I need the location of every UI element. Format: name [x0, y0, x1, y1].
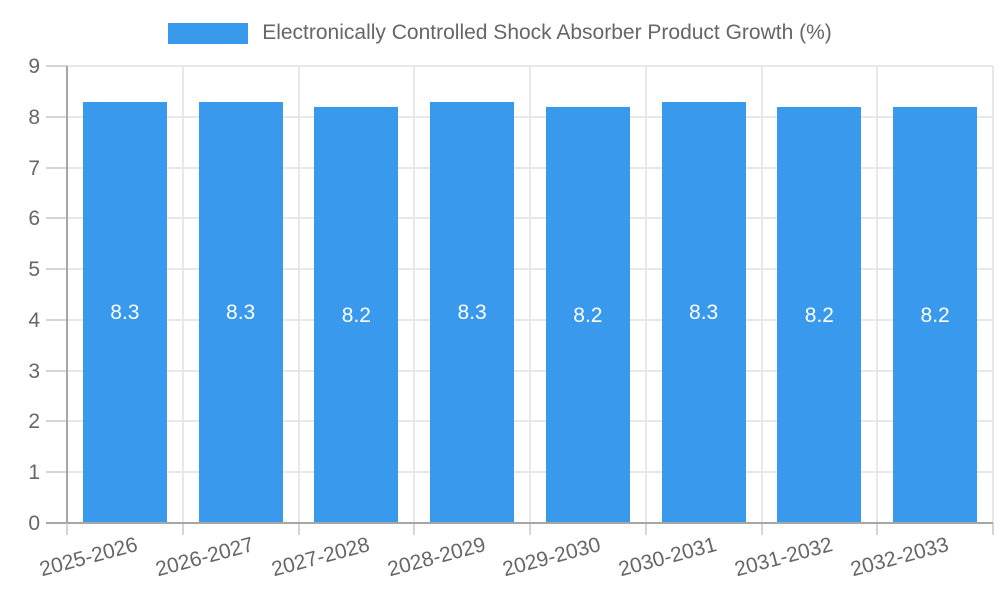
x-axis-label: 2025-2026 — [37, 533, 141, 582]
x-axis-tick — [529, 523, 531, 535]
bar-value-label: 8.3 — [457, 301, 487, 325]
bar[interactable]: 8.2 — [893, 106, 978, 523]
x-axis-label: 2027-2028 — [269, 533, 373, 582]
x-axis-label: 2031-2032 — [732, 533, 836, 582]
y-axis-tick — [46, 268, 67, 271]
y-axis-label: 4 — [28, 308, 40, 332]
bar[interactable]: 8.2 — [314, 106, 399, 523]
gridline-vertical — [413, 66, 416, 523]
x-axis-line — [67, 522, 993, 524]
x-axis-label: 2028-2029 — [384, 533, 488, 582]
y-axis-tick — [46, 420, 67, 423]
y-axis-tick — [46, 318, 67, 321]
bar-value-label: 8.3 — [226, 301, 256, 325]
x-axis-tick — [297, 523, 300, 535]
plot-area: 0 1 2 3 4 5 6 7 8 9 8.3 2025-2026 8.3 2026-2027 8.2 202… — [28, 56, 994, 581]
bar-value-label: 8.3 — [110, 301, 140, 325]
bar-value-label: 8.2 — [341, 303, 371, 327]
x-axis-tick — [876, 523, 879, 535]
y-axis-label: 6 — [28, 207, 40, 231]
y-axis-label: 8 — [28, 105, 40, 129]
x-axis-label: 2029-2030 — [500, 533, 604, 582]
x-axis-label: 2026-2027 — [153, 533, 257, 582]
bar[interactable]: 8.2 — [545, 106, 630, 523]
x-axis-tick — [413, 523, 416, 535]
bar[interactable]: 8.3 — [198, 101, 283, 523]
x-axis-tick — [760, 523, 763, 535]
bar-value-label: 8.2 — [573, 303, 603, 327]
gridline-vertical — [992, 66, 994, 523]
bar[interactable]: 8.3 — [82, 101, 167, 523]
bar[interactable]: 8.3 — [430, 101, 515, 523]
x-axis-tick — [66, 523, 68, 535]
gridline-vertical — [529, 66, 531, 523]
y-axis-label: 1 — [28, 461, 40, 485]
gridline-vertical — [760, 66, 763, 523]
y-axis-tick — [46, 217, 67, 220]
bar-value-label: 8.3 — [689, 301, 719, 325]
y-axis-label: 2 — [28, 410, 40, 434]
x-axis-label: 2032-2033 — [847, 533, 951, 582]
y-axis-label: 0 — [28, 512, 40, 535]
y-axis-tick — [46, 115, 67, 118]
y-axis-label: 3 — [28, 359, 40, 383]
legend-swatch[interactable] — [168, 22, 249, 44]
bar[interactable]: 8.2 — [777, 106, 862, 523]
legend-label[interactable]: Electronically Controlled Shock Absorber… — [262, 21, 832, 44]
bar[interactable]: 8.3 — [661, 101, 746, 523]
y-axis-tick — [46, 369, 67, 372]
y-axis-label: 7 — [28, 156, 40, 180]
x-axis-tick — [181, 523, 184, 535]
x-axis-label: 2030-2031 — [616, 533, 720, 582]
bar-value-label: 8.2 — [920, 303, 950, 327]
x-axis-tick — [992, 523, 994, 535]
y-axis-tick — [46, 166, 67, 169]
y-axis-tick — [46, 65, 67, 67]
gridline-vertical — [876, 66, 879, 523]
x-axis-tick — [644, 523, 647, 535]
y-axis-tick — [46, 471, 67, 474]
y-axis-line — [66, 66, 68, 523]
y-axis-label: 5 — [28, 258, 40, 282]
bar-value-label: 8.2 — [804, 303, 834, 327]
legend: Electronically Controlled Shock Absorber… — [0, 20, 1000, 46]
y-axis-label: 9 — [28, 55, 40, 78]
gridline-vertical — [644, 66, 647, 523]
gridline-vertical — [181, 66, 184, 523]
gridline-vertical — [297, 66, 300, 523]
y-axis-tick — [46, 522, 67, 524]
